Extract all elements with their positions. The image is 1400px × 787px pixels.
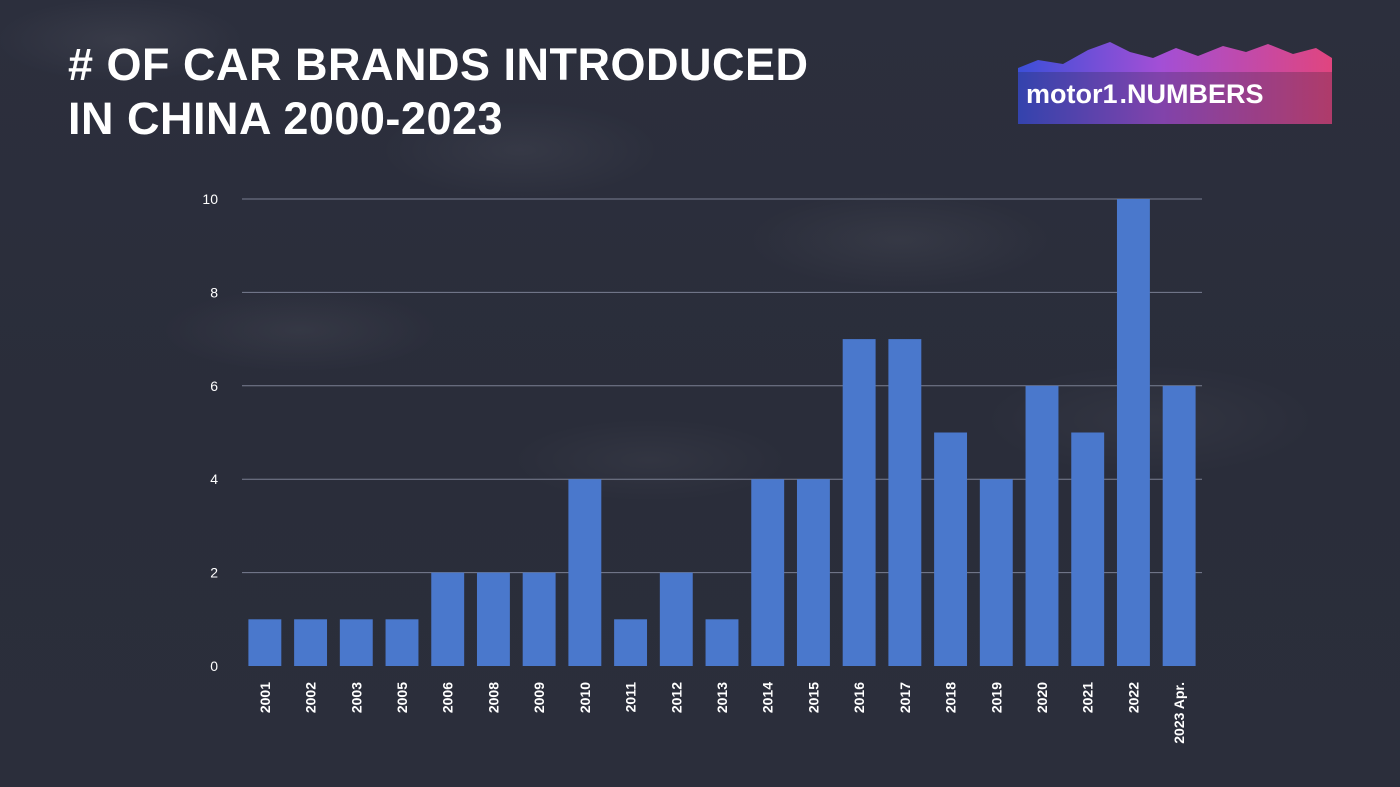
x-tick-label: 2010 [577,682,593,713]
y-tick-label: 6 [210,378,218,394]
x-tick-label: 2022 [1125,682,1141,713]
bar-2005 [385,619,419,666]
title-line-1: # OF CAR BRANDS INTRODUCED [68,39,809,90]
x-tick-label: 2003 [348,682,364,713]
x-tick-label: 2008 [485,682,501,713]
bar-2015 [796,479,830,666]
bar-2002 [294,619,328,666]
y-tick-label: 2 [210,565,218,581]
bar-2014 [751,479,785,666]
x-tick-label: 2020 [1034,682,1050,713]
bar-2017 [888,339,922,666]
logo-one-text: 1 [1102,79,1118,109]
x-tick-label: 2014 [760,682,776,713]
x-tick-label: 2018 [943,682,959,713]
x-tick-label: 2005 [394,682,410,713]
logo-numbers-text: .NUMBERS [1119,79,1264,109]
logo-motor-text: motor [1026,79,1103,109]
y-tick-label: 4 [210,471,218,487]
x-tick-label: 2019 [988,682,1004,713]
bar-2023-Apr [1162,385,1196,666]
x-tick-label: 2006 [440,682,456,713]
x-tick-label: 2001 [257,682,273,713]
bar-2021 [1071,432,1105,666]
motor1-numbers-logo: motor1.NUMBERS [1018,38,1332,124]
x-tick-label: 2015 [805,682,821,713]
bar-2008 [476,572,510,666]
bar-2019 [979,479,1013,666]
bar-2006 [431,572,465,666]
bar-2001 [248,619,282,666]
bar-2011 [614,619,648,666]
x-tick-label: 2013 [714,682,730,713]
logo-text: motor1.NUMBERS [1026,78,1264,110]
y-tick-label: 8 [210,284,218,300]
bar-2020 [1025,385,1059,666]
chart-title: # OF CAR BRANDS INTRODUCED IN CHINA 2000… [68,38,809,146]
bar-2003 [339,619,373,666]
bar-2013 [705,619,739,666]
y-tick-label: 0 [210,658,218,674]
x-tick-label: 2021 [1080,682,1096,713]
x-tick-label: 2016 [851,682,867,713]
bar-2016 [842,339,876,666]
x-tick-label: 2011 [623,682,639,713]
x-tick-label: 2012 [668,682,684,713]
x-tick-label: 2009 [531,682,547,713]
x-tick-label: 2002 [303,682,319,713]
bar-2022 [1116,199,1150,666]
bar-2010 [568,479,602,666]
bar-2018 [934,432,968,666]
title-line-2: IN CHINA 2000-2023 [68,93,504,144]
bar-2012 [659,572,693,666]
x-tick-label: 2017 [897,682,913,713]
y-tick-label: 10 [202,191,218,207]
bar-2009 [522,572,556,666]
x-tick-label: 2023 Apr. [1171,682,1187,744]
logo-mountain-graphic [1018,42,1332,124]
